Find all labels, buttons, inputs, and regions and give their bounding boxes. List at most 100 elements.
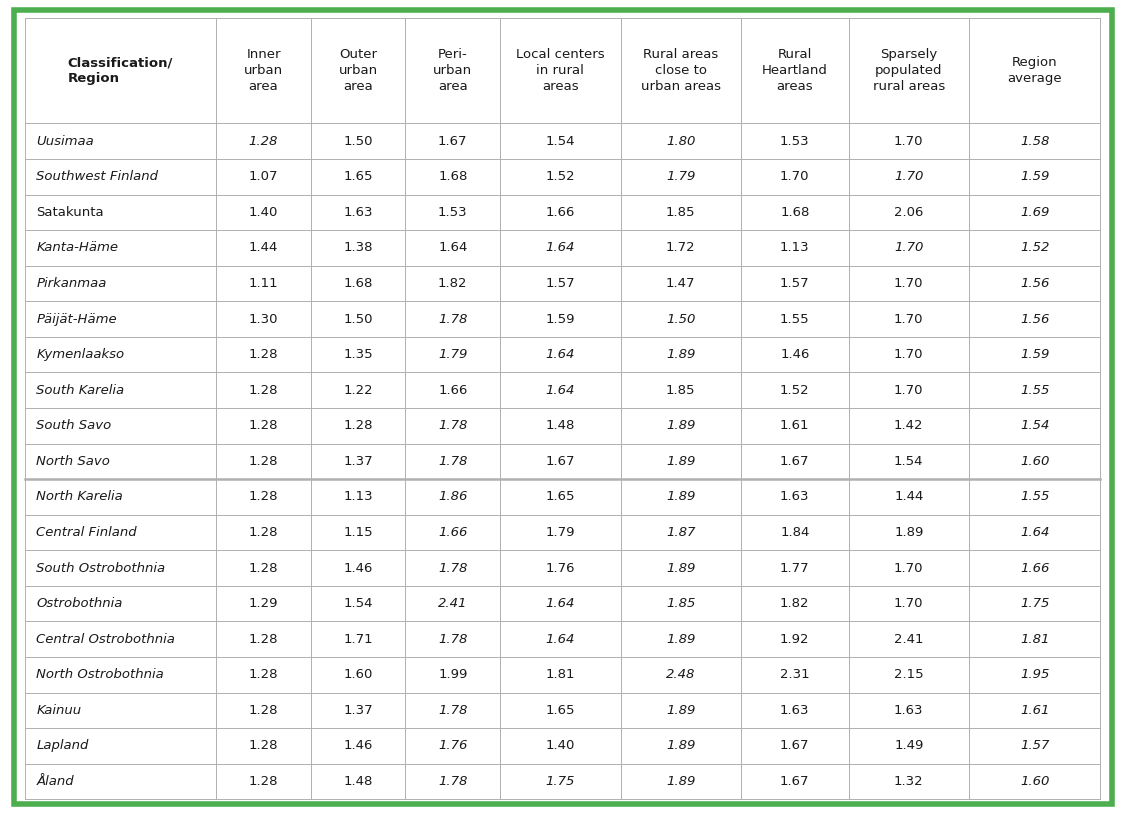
Text: 1.54: 1.54	[546, 134, 575, 147]
Text: 2.41: 2.41	[438, 597, 468, 610]
Text: 1.48: 1.48	[546, 419, 575, 432]
Text: 1.57: 1.57	[780, 277, 810, 290]
Text: 1.55: 1.55	[1020, 491, 1050, 503]
Text: 1.70: 1.70	[780, 170, 810, 183]
Text: 1.67: 1.67	[780, 739, 810, 752]
Text: 1.54: 1.54	[1020, 419, 1050, 432]
Text: 1.28: 1.28	[249, 134, 278, 147]
Text: South Savo: South Savo	[36, 419, 111, 432]
Text: 1.61: 1.61	[1020, 704, 1050, 717]
Text: 1.28: 1.28	[249, 632, 278, 646]
Text: 1.60: 1.60	[343, 668, 372, 681]
Text: 1.54: 1.54	[894, 455, 924, 468]
Text: 1.85: 1.85	[666, 383, 695, 396]
Text: Central Finland: Central Finland	[36, 526, 137, 539]
Text: 1.72: 1.72	[666, 242, 695, 255]
Text: 1.61: 1.61	[780, 419, 810, 432]
Text: 1.60: 1.60	[1020, 775, 1050, 788]
Text: 1.64: 1.64	[546, 597, 575, 610]
Text: 1.69: 1.69	[1020, 206, 1050, 219]
Text: Peri-
urban
area: Peri- urban area	[433, 48, 472, 93]
Text: 1.60: 1.60	[1020, 455, 1050, 468]
Text: 1.40: 1.40	[249, 206, 278, 219]
Text: Inner
urban
area: Inner urban area	[244, 48, 284, 93]
Text: 1.53: 1.53	[780, 134, 810, 147]
Text: 1.28: 1.28	[249, 739, 278, 752]
Text: 1.80: 1.80	[666, 134, 695, 147]
Text: 1.28: 1.28	[249, 348, 278, 361]
Text: 1.89: 1.89	[666, 455, 695, 468]
Text: 1.70: 1.70	[894, 170, 924, 183]
Text: 1.46: 1.46	[780, 348, 810, 361]
Text: 1.89: 1.89	[666, 632, 695, 646]
Text: 1.28: 1.28	[343, 419, 372, 432]
Text: 1.57: 1.57	[546, 277, 575, 290]
Text: 1.28: 1.28	[249, 455, 278, 468]
Text: 1.55: 1.55	[780, 313, 810, 326]
Text: 1.46: 1.46	[343, 562, 372, 575]
Text: 1.52: 1.52	[1020, 242, 1050, 255]
Text: Kanta-Häme: Kanta-Häme	[36, 242, 118, 255]
Text: 1.50: 1.50	[343, 313, 372, 326]
Text: 1.66: 1.66	[438, 526, 468, 539]
Text: Sparsely
populated
rural areas: Sparsely populated rural areas	[873, 48, 945, 93]
Text: 1.89: 1.89	[894, 526, 924, 539]
Text: 1.67: 1.67	[438, 134, 468, 147]
Text: Kainuu: Kainuu	[36, 704, 81, 717]
Text: 1.79: 1.79	[666, 170, 695, 183]
Text: Central Ostrobothnia: Central Ostrobothnia	[36, 632, 176, 646]
Text: North Savo: North Savo	[36, 455, 110, 468]
Text: Ostrobothnia: Ostrobothnia	[36, 597, 123, 610]
Text: 1.57: 1.57	[1020, 739, 1050, 752]
Text: Uusimaa: Uusimaa	[36, 134, 94, 147]
Text: 1.28: 1.28	[249, 526, 278, 539]
Text: 1.77: 1.77	[780, 562, 810, 575]
Text: 1.28: 1.28	[249, 775, 278, 788]
Text: 1.82: 1.82	[780, 597, 810, 610]
Text: 1.59: 1.59	[1020, 170, 1050, 183]
Text: 1.49: 1.49	[894, 739, 924, 752]
Text: 1.44: 1.44	[894, 491, 924, 503]
Text: 1.37: 1.37	[343, 704, 374, 717]
Text: 2.31: 2.31	[780, 668, 810, 681]
Text: 1.70: 1.70	[894, 277, 924, 290]
Text: 1.70: 1.70	[894, 313, 924, 326]
Text: 1.40: 1.40	[546, 739, 575, 752]
Text: 2.48: 2.48	[666, 668, 695, 681]
Text: 2.15: 2.15	[894, 668, 924, 681]
Text: 1.30: 1.30	[249, 313, 278, 326]
Text: 1.78: 1.78	[438, 704, 468, 717]
Text: 1.48: 1.48	[343, 775, 372, 788]
Text: 1.13: 1.13	[343, 491, 374, 503]
Text: 1.64: 1.64	[546, 348, 575, 361]
Text: 1.89: 1.89	[666, 739, 695, 752]
Text: 2.06: 2.06	[894, 206, 924, 219]
Text: 1.70: 1.70	[894, 562, 924, 575]
Text: Åland: Åland	[36, 775, 74, 788]
Text: 1.78: 1.78	[438, 313, 468, 326]
Text: Kymenlaakso: Kymenlaakso	[36, 348, 125, 361]
Text: 1.56: 1.56	[1020, 277, 1050, 290]
Text: South Karelia: South Karelia	[36, 383, 125, 396]
Text: 1.07: 1.07	[249, 170, 278, 183]
Text: 1.53: 1.53	[438, 206, 468, 219]
Text: 1.71: 1.71	[343, 632, 374, 646]
Text: 1.13: 1.13	[780, 242, 810, 255]
Text: 1.70: 1.70	[894, 597, 924, 610]
Text: 1.22: 1.22	[343, 383, 374, 396]
Text: Satakunta: Satakunta	[36, 206, 104, 219]
Text: 1.70: 1.70	[894, 383, 924, 396]
Text: 1.95: 1.95	[1020, 668, 1050, 681]
Text: 1.68: 1.68	[780, 206, 810, 219]
Text: 1.15: 1.15	[343, 526, 374, 539]
Text: Region
average: Region average	[1007, 56, 1062, 85]
Text: 2.41: 2.41	[894, 632, 924, 646]
Text: 1.58: 1.58	[1020, 134, 1050, 147]
Text: Southwest Finland: Southwest Finland	[36, 170, 159, 183]
Text: 1.78: 1.78	[438, 632, 468, 646]
Text: 1.64: 1.64	[546, 242, 575, 255]
Text: 1.66: 1.66	[438, 383, 468, 396]
Text: 1.28: 1.28	[249, 491, 278, 503]
Text: 1.81: 1.81	[546, 668, 575, 681]
Text: 1.28: 1.28	[249, 562, 278, 575]
